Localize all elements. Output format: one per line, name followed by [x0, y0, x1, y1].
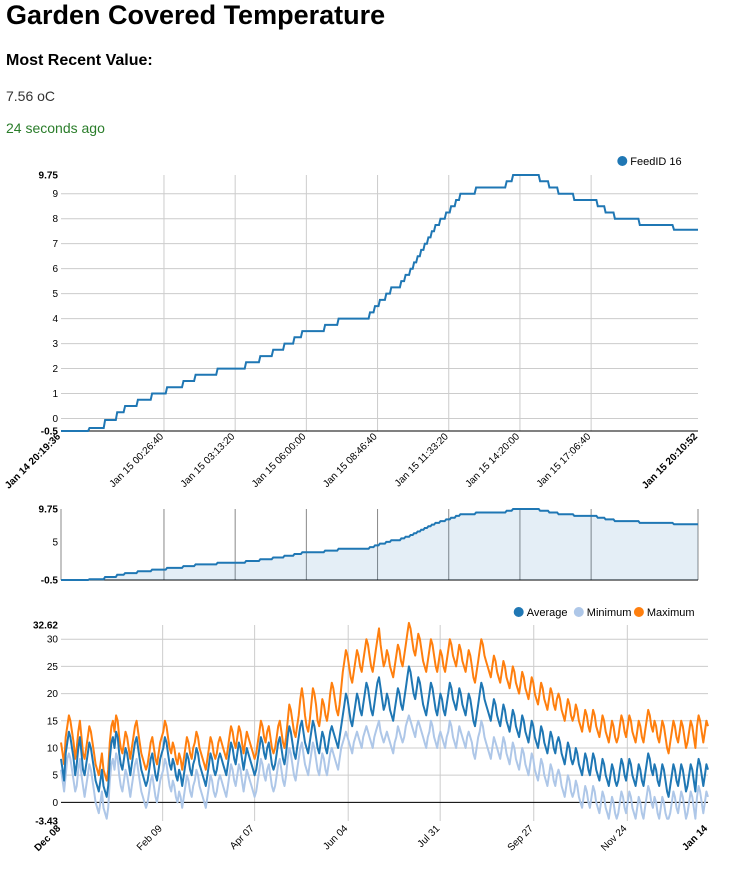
legend-item[interactable]: FeedID 16 [617, 156, 682, 168]
x-tick-label: Jan 15 20:10:52 [640, 431, 700, 491]
y-tick-label: 9.75 [39, 505, 59, 516]
most-recent-label: Most Recent Value: [6, 52, 153, 69]
y-tick-label: 1 [52, 389, 58, 400]
x-tick-label: Jan 15 17:06:40 [535, 431, 594, 490]
y-tick-label: 7 [52, 239, 58, 250]
x-tick-label: Jan 15 00:26:40 [108, 431, 167, 490]
legend-label: Maximum [647, 607, 695, 619]
y-tick-label: 3 [52, 339, 58, 350]
x-tick-label: Dec 08 [33, 823, 64, 854]
legend-swatch [573, 607, 584, 617]
y-tick-label: 15 [47, 716, 59, 727]
legend-swatch [633, 607, 644, 617]
x-tick-label: Jan 15 06:00:00 [250, 431, 309, 490]
series-line-minimum [60, 714, 709, 820]
daily-stats-line-chart[interactable]: -3.43 0 5 10 15 20 25 30 32.62 Dec 08 Feb 09 Apr 07… [0, 600, 734, 869]
x-tick-label: Nov 24 [599, 823, 629, 853]
y-tick-label: 5 [52, 289, 58, 300]
page-title: Garden Covered Temperature [6, 0, 386, 30]
most-recent-value: 7.56 oC [6, 88, 56, 104]
legend-item[interactable]: Average [513, 607, 568, 619]
x-tick-label: Apr 07 [228, 823, 257, 852]
legend-label: Average [527, 607, 568, 619]
x-tick-label: Feb 09 [135, 823, 165, 853]
legend-swatch [617, 156, 628, 166]
legend-item[interactable]: Maximum [633, 607, 695, 619]
y-tick-label: 30 [47, 635, 59, 646]
x-tick-label: Jan 15 03:13:20 [179, 431, 238, 490]
legend-label: Minimum [587, 607, 632, 619]
y-tick-label: 20 [47, 689, 59, 700]
y-tick-label: 32.62 [33, 621, 58, 632]
x-tick-label: Jan 14 20:19:36 [3, 431, 63, 491]
y-tick-label: 0 [52, 798, 58, 809]
y-tick-label: -0.5 [41, 427, 59, 438]
y-tick-label: 8 [52, 214, 58, 225]
y-tick-label: 6 [52, 264, 58, 275]
x-tick-label: Jan 15 08:46:40 [321, 431, 380, 490]
x-tick-label: Sep 27 [506, 823, 536, 853]
legend-swatch [513, 607, 524, 617]
range-navigator-chart[interactable]: -0.5 5 9.75 [0, 500, 734, 590]
series-line-average [60, 665, 709, 798]
y-tick-label: 0 [52, 414, 58, 425]
y-tick-label: 10 [47, 743, 59, 754]
y-tick-label: 2 [52, 364, 58, 375]
x-tick-label: Jun 04 [321, 823, 350, 852]
legend-item[interactable]: Minimum [573, 607, 632, 619]
legend-label: FeedID 16 [630, 156, 681, 168]
y-tick-label: 9.75 [39, 171, 59, 182]
x-tick-label: Jan 14 [680, 823, 710, 853]
temperature-line-chart[interactable]: -0.5 0 1 2 3 4 5 6 7 8 9 9.75 Jan 14 20:19:36 Jan 15 … [0, 150, 734, 500]
last-update-age: 24 seconds ago [6, 120, 105, 136]
y-tick-label: -0.5 [41, 576, 59, 587]
y-tick-label: 5 [52, 771, 58, 782]
x-tick-label: Jul 31 [416, 823, 443, 850]
series-line-maximum [60, 621, 709, 782]
y-tick-label: 25 [47, 662, 59, 673]
series-line-feedid-16 [61, 174, 698, 432]
y-tick-label: -3.43 [35, 817, 58, 828]
navigator-line [61, 508, 698, 581]
y-tick-label: 9 [52, 189, 58, 200]
y-tick-label: 5 [52, 537, 58, 548]
x-tick-label: Jan 15 14:20:00 [464, 431, 523, 490]
y-tick-label: 4 [52, 314, 58, 325]
x-tick-label: Jan 15 11:33:20 [393, 431, 451, 489]
